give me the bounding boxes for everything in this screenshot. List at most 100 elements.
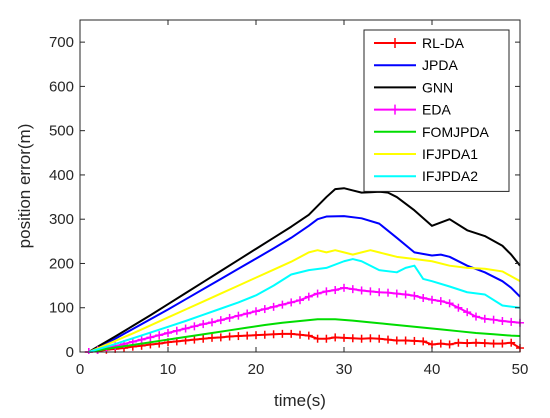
x-tick-label: 50 xyxy=(512,361,529,378)
data-point-eda xyxy=(155,331,164,340)
y-tick-label: 100 xyxy=(49,300,74,317)
x-axis-label: time(s) xyxy=(274,391,326,410)
data-point-eda xyxy=(357,286,366,295)
legend-item-fomjpda: FOMJPDA xyxy=(374,124,490,140)
data-point-eda xyxy=(164,328,172,337)
data-point-rl-da xyxy=(410,336,419,345)
data-point-rl-da xyxy=(357,334,366,343)
data-point-rl-da xyxy=(375,334,384,343)
y-tick-label: 500 xyxy=(49,123,74,140)
legend-item-gnn: GNN xyxy=(374,79,453,95)
series-jpda xyxy=(88,215,521,353)
data-point-eda xyxy=(199,320,208,329)
data-point-eda xyxy=(190,322,199,331)
x-tick-label: 20 xyxy=(248,361,265,378)
data-point-eda xyxy=(322,287,331,296)
legend-item-ifjpda1: IFJPDA1 xyxy=(374,146,478,162)
x-tick-label: 30 xyxy=(336,361,353,378)
y-tick-label: 300 xyxy=(49,211,74,228)
data-point-eda xyxy=(340,283,348,292)
data-point-eda xyxy=(489,315,498,324)
data-point-eda xyxy=(454,303,463,312)
data-point-rl-da xyxy=(498,339,507,348)
data-point-rl-da xyxy=(392,336,401,345)
legend-item-rl-da: RL-DA xyxy=(374,35,465,51)
legend-item-eda: EDA xyxy=(374,102,451,118)
y-tick-label: 0 xyxy=(66,344,74,361)
data-point-eda xyxy=(296,296,304,305)
data-point-eda xyxy=(287,298,296,307)
legend-item-jpda: JPDA xyxy=(374,57,458,73)
data-point-rl-da xyxy=(278,329,287,338)
legend: RL-DA JPDA GNN EDA FOMJPDA IFJPDA1 IFJPDA2 xyxy=(363,29,510,192)
series-line-ifjpda2 xyxy=(88,258,521,353)
data-point-eda xyxy=(304,292,313,301)
data-point-eda xyxy=(463,308,472,317)
data-point-eda xyxy=(269,302,278,311)
data-point-eda xyxy=(507,317,516,326)
data-point-rl-da xyxy=(216,333,225,342)
legend-item-ifjpda2: IFJPDA2 xyxy=(374,168,478,184)
data-point-eda xyxy=(216,316,225,325)
data-point-rl-da xyxy=(507,338,516,347)
data-point-rl-da xyxy=(436,339,445,348)
data-point-eda xyxy=(384,288,392,297)
data-point-rl-da xyxy=(489,339,498,348)
data-point-rl-da xyxy=(419,337,428,346)
series-gnn xyxy=(88,187,521,353)
data-point-eda xyxy=(181,324,190,333)
y-tick-label: 400 xyxy=(49,167,74,184)
series-layer xyxy=(84,187,524,354)
legend-box xyxy=(363,29,510,192)
data-point-rl-da xyxy=(269,330,278,339)
data-point-eda xyxy=(243,309,252,318)
data-point-rl-da xyxy=(252,331,260,340)
series-line-fomjpda xyxy=(88,318,521,353)
legend-label: JPDA xyxy=(422,57,458,73)
series-line-jpda xyxy=(88,215,521,353)
y-axis-label: position error(m) xyxy=(15,124,34,249)
data-point-rl-da xyxy=(384,335,392,344)
data-point-eda xyxy=(234,311,243,320)
data-point-rl-da xyxy=(296,330,304,339)
data-point-rl-da xyxy=(304,331,313,340)
series-fomjpda xyxy=(88,318,521,353)
data-point-rl-da xyxy=(322,334,331,343)
data-point-rl-da xyxy=(190,335,199,344)
data-point-eda xyxy=(331,286,340,295)
legend-label: FOMJPDA xyxy=(422,124,490,140)
x-tick-label: 10 xyxy=(160,361,177,378)
data-point-eda xyxy=(348,285,357,294)
data-point-rl-da xyxy=(401,336,410,345)
y-tick-label: 700 xyxy=(49,34,74,51)
data-point-eda xyxy=(401,290,410,299)
data-point-rl-da xyxy=(463,339,472,348)
data-point-rl-da xyxy=(225,332,234,341)
data-point-eda xyxy=(445,299,454,308)
series-ifjpda1 xyxy=(88,249,521,353)
series-line-gnn xyxy=(88,187,521,353)
data-point-eda xyxy=(410,291,419,300)
data-point-eda xyxy=(428,295,436,304)
legend-label: GNN xyxy=(422,79,453,95)
data-point-eda xyxy=(278,300,287,309)
data-point-rl-da xyxy=(480,339,489,348)
data-point-eda xyxy=(172,326,181,335)
data-point-rl-da xyxy=(234,332,243,341)
data-point-eda xyxy=(313,289,322,298)
data-point-eda xyxy=(146,333,155,342)
data-point-eda xyxy=(366,287,375,296)
data-point-rl-da xyxy=(366,334,375,343)
data-point-rl-da xyxy=(445,340,454,349)
series-ifjpda2 xyxy=(88,258,521,353)
data-point-eda xyxy=(472,312,480,321)
data-point-eda xyxy=(260,305,269,314)
data-point-eda xyxy=(392,289,401,298)
data-point-rl-da xyxy=(313,334,322,343)
data-point-rl-da xyxy=(472,338,480,347)
legend-label: RL-DA xyxy=(422,35,465,51)
data-point-eda xyxy=(208,318,216,327)
data-point-rl-da xyxy=(348,334,357,343)
